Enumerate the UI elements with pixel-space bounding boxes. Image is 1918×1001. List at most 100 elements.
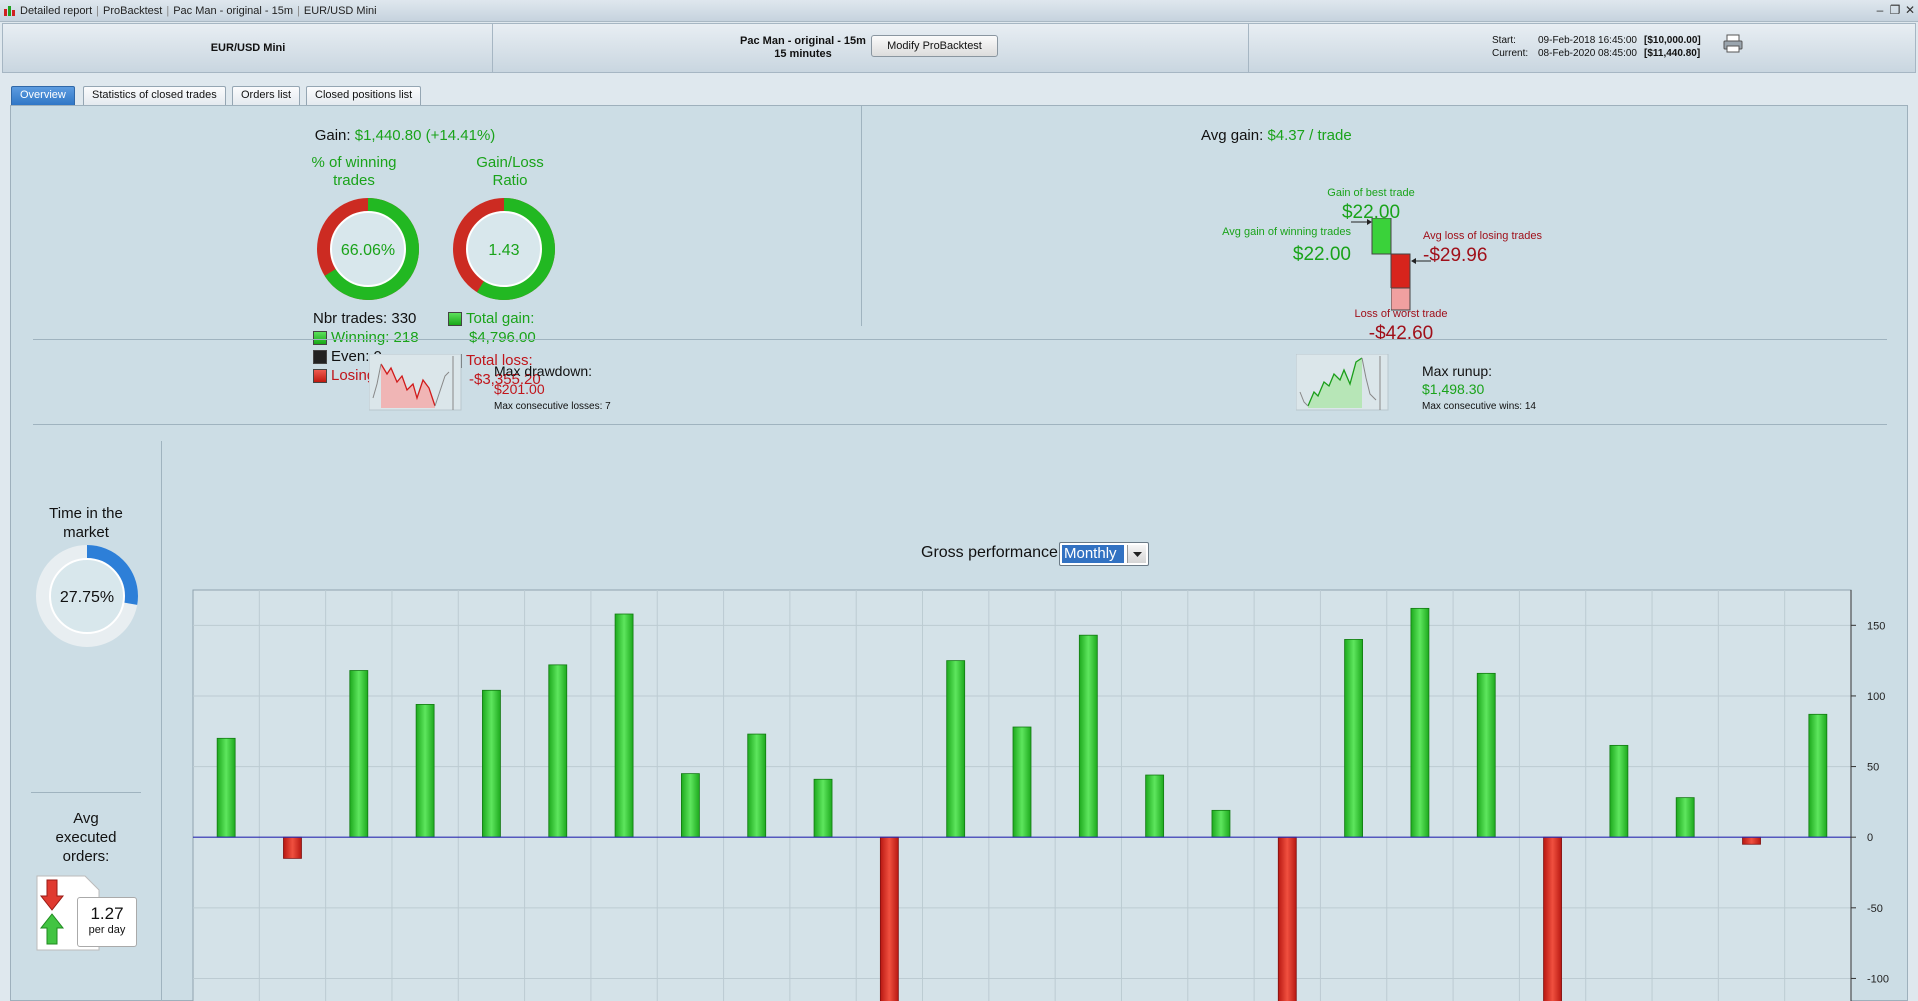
current-date: 08-Feb-2020 08:45:00 [1538, 48, 1637, 59]
avg-orders-title-line: Avg [73, 810, 99, 827]
winning-pct-title: % of winning trades [299, 154, 409, 190]
section-divider [33, 339, 1887, 340]
drawdown-info: Max drawdown: $201.00 Max consecutive lo… [494, 362, 611, 416]
time-in-market-donut: 27.75% [36, 545, 138, 647]
avg-orders-box: 1.27 per day [77, 897, 137, 947]
bar [1277, 836, 1297, 1001]
current-capital: [$11,440.80] [1644, 48, 1701, 59]
winning-pct-donut: 66.06% [317, 198, 419, 300]
instrument-name: EUR/USD Mini [210, 42, 286, 54]
bar [482, 689, 501, 838]
drawdown-label: Max drawdown: [494, 363, 593, 379]
bar [283, 836, 302, 859]
bar [1078, 634, 1098, 838]
bar [1675, 797, 1695, 838]
start-label: Start: [1492, 35, 1516, 46]
bar [1145, 774, 1165, 838]
trade-range-diagram [1351, 218, 1411, 288]
total-gain-swatch [448, 312, 462, 327]
winning-pct-value: 66.06% [341, 242, 395, 259]
chevron-down-icon[interactable] [1127, 545, 1146, 563]
section-divider [33, 424, 1887, 425]
winning-pct-title-line: trades [333, 172, 375, 189]
bar [216, 737, 236, 838]
tab-closed-positions[interactable]: Closed positions list [306, 86, 422, 105]
avg-win-value: $22.00 [1292, 244, 1351, 265]
strategy-cell: Pac Man - original - 15m 15 minutes Modi… [493, 24, 1249, 72]
runup-sparkline [1296, 354, 1389, 411]
y-tick-label: -100 [1867, 973, 1889, 985]
bar [1543, 836, 1562, 1001]
time-in-market-title-line: market [63, 524, 109, 541]
minimize-button[interactable]: ‒ [1876, 3, 1884, 17]
worst-trade-label: Loss of worst trade [1354, 308, 1448, 320]
total-loss-label: Total loss: [466, 352, 533, 369]
avg-gain: Avg gain: $4.37 / trade [1201, 127, 1501, 144]
report-header: EUR/USD Mini Pac Man - original - 15m 15… [2, 23, 1916, 73]
modify-probacktest-button[interactable]: Modify ProBacktest [871, 35, 998, 57]
avg-orders-title: Avg executed orders: [31, 809, 141, 866]
gain-value: $1,440.80 (+14.41%) [354, 127, 496, 144]
strategy-name: Pac Man - original - 15m [740, 35, 866, 47]
bar [879, 836, 899, 1001]
avg-loss-label: Avg loss of losing trades [1423, 230, 1543, 242]
best-trade-label: Gain of best trade [1327, 187, 1415, 199]
bar [1344, 639, 1363, 838]
gl-ratio-title: Gain/Loss Ratio [455, 154, 565, 190]
winning-pct-title-line: % of winning [311, 154, 397, 171]
avg-loss-value: -$29.96 [1423, 245, 1488, 266]
bar [548, 664, 568, 838]
overview-panel: Gain: $1,440.80 (+14.41%) % of winning t… [10, 105, 1908, 1001]
avg-loss-arrow [1411, 258, 1431, 264]
total-gain-label: Total gain: [466, 310, 535, 327]
tab-statistics[interactable]: Statistics of closed trades [83, 86, 226, 105]
title-bar: Detailed report | ProBacktest | Pac Man - or… [0, 0, 1918, 22]
sell-arrow-icon [39, 879, 65, 911]
period-select[interactable]: Monthly [1059, 542, 1149, 566]
bar [1410, 607, 1430, 838]
restore-button[interactable]: ❐ [1889, 3, 1901, 17]
avg-orders-title-line: orders: [62, 848, 110, 865]
start-date: 09-Feb-2018 16:45:00 [1538, 35, 1637, 46]
dates-cell: Start: 09-Feb-2018 16:45:00 [$10,000.00]… [1249, 24, 1915, 72]
runup-consec: Max consecutive wins: 14 [1422, 401, 1536, 412]
avg-gain-value: $4.37 / trade [1267, 127, 1352, 144]
title-part: Detailed report [20, 5, 93, 17]
bar [1808, 713, 1828, 838]
runup-info: Max runup: $1,498.30 Max consecutive win… [1422, 362, 1536, 416]
app-icon [3, 4, 16, 17]
runup-value: $1,498.30 [1422, 381, 1485, 397]
drawdown-consec: Max consecutive losses: 7 [494, 401, 611, 412]
runup-label: Max runup: [1422, 363, 1493, 379]
y-tick-label: 50 [1867, 762, 1879, 774]
bar [1742, 836, 1761, 845]
start-capital: [$10,000.00] [1644, 35, 1701, 46]
winning-count: Winning: 218 [331, 329, 419, 346]
section-divider [161, 441, 162, 1001]
section-divider [861, 106, 862, 326]
losing-swatch [313, 369, 327, 384]
bar [1211, 809, 1231, 838]
gl-ratio-donut: 1.43 [453, 198, 555, 300]
winning-swatch [313, 331, 327, 346]
total-gain-value: $4,796.00 [469, 329, 536, 346]
time-in-market-title: Time in the market [31, 504, 141, 542]
tab-orders-list[interactable]: Orders list [232, 86, 301, 105]
gain-candle [1371, 218, 1392, 255]
y-tick-label: 0 [1867, 832, 1873, 844]
gain-label: Gain: [314, 127, 351, 144]
print-icon[interactable] [1722, 33, 1744, 53]
tab-overview[interactable]: Overview [11, 86, 75, 105]
time-in-market-title-line: Time in the [49, 505, 123, 522]
close-button[interactable]: ✕ [1904, 3, 1916, 17]
gl-ratio-title-line: Gain/Loss [476, 154, 544, 171]
gross-performance-label: Gross performance [921, 544, 1058, 561]
drawdown-sparkline [369, 354, 462, 411]
bar [813, 778, 833, 838]
drawdown-value: $201.00 [494, 381, 545, 397]
gross-performance-chart: 150 100 50 0 -50 -100 [192, 589, 1889, 1001]
avg-orders-title-line: executed [55, 829, 117, 846]
current-label: Current: [1492, 48, 1529, 59]
title-part: ProBacktest [103, 5, 163, 17]
timeframe: 15 minutes [774, 48, 832, 60]
